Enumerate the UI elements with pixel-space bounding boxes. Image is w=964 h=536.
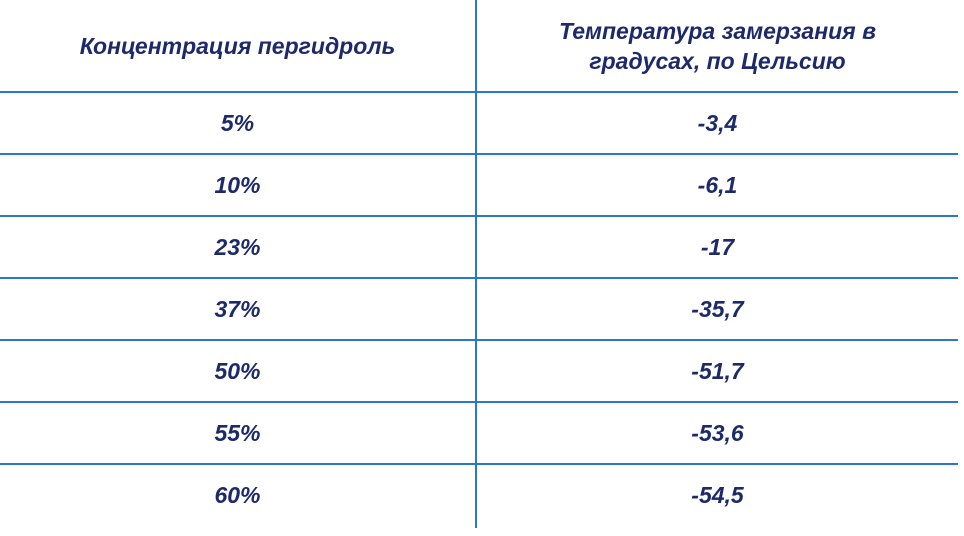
table-cell: -51,7	[691, 358, 744, 384]
table-cell: -3,4	[697, 110, 738, 136]
row-divider	[0, 463, 958, 465]
table-cell: 37%	[214, 296, 261, 322]
table-cell: 55%	[214, 420, 261, 446]
header-divider	[0, 91, 958, 93]
table-cell: 23%	[214, 234, 261, 260]
table-cell: 50%	[214, 358, 261, 384]
row-divider	[0, 401, 958, 403]
table-cell: -6,1	[697, 172, 738, 198]
header-cell: Концентрация пергидроль	[79, 33, 396, 59]
row-divider	[0, 339, 958, 341]
row-divider	[0, 215, 958, 217]
table-cell: -53,6	[691, 420, 744, 446]
table-cell: -54,5	[691, 482, 744, 508]
table-cell: -17	[700, 234, 735, 260]
row-divider	[0, 277, 958, 279]
table-cell: -35,7	[691, 296, 744, 322]
table-cell: 10%	[214, 172, 261, 198]
column-divider	[475, 0, 477, 528]
header-cell: Температура замерзания в градусах, по Це…	[559, 18, 876, 74]
table-cell: 60%	[214, 482, 261, 508]
row-divider	[0, 153, 958, 155]
table-cell: 5%	[220, 110, 255, 136]
